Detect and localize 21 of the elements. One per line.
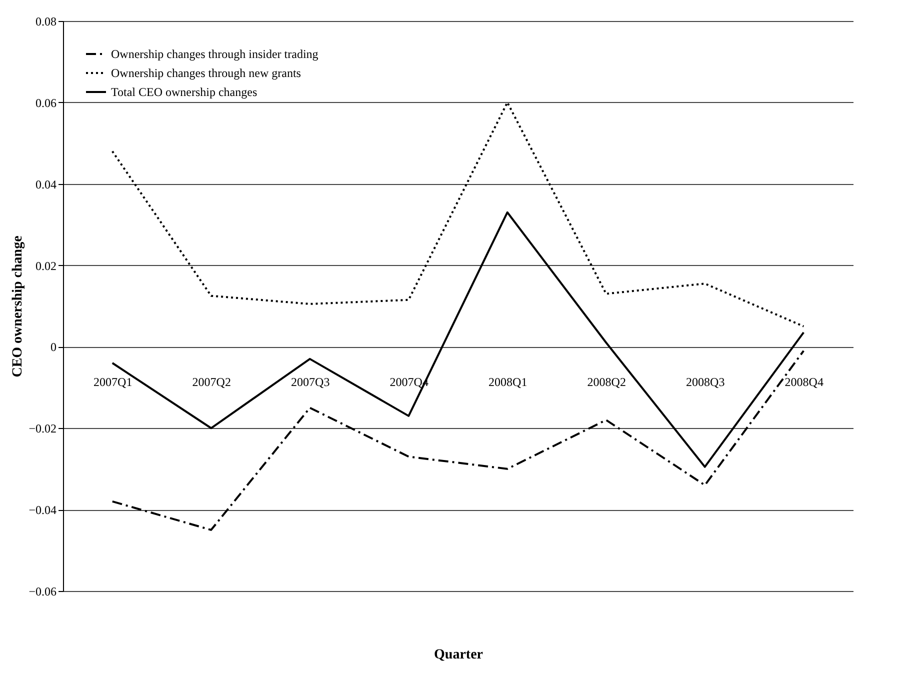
x-tick-label: 2008Q2 xyxy=(587,375,626,390)
x-axis-title: Quarter xyxy=(434,648,483,662)
y-tick-label: 0.04 xyxy=(36,177,56,192)
y-tick-label: −0.04 xyxy=(28,503,56,518)
x-tick-label: 2007Q3 xyxy=(291,375,330,390)
y-tick-label: 0 xyxy=(50,340,56,354)
legend-label: Ownership changes through insider trading xyxy=(111,47,318,61)
line-series xyxy=(111,101,805,328)
y-axis-title: CEO ownership change xyxy=(10,236,26,378)
x-tick-label: 2007Q2 xyxy=(192,375,231,390)
x-tick-label: 2008Q4 xyxy=(784,375,824,390)
y-tick-label: 0.06 xyxy=(36,96,56,110)
x-tick-label: 2008Q1 xyxy=(488,375,528,390)
y-tick-label: 0.02 xyxy=(36,258,56,273)
y-tick-label: 0.08 xyxy=(36,14,56,28)
x-tick-label: 2007Q1 xyxy=(94,375,132,390)
x-tick-label: 2008Q3 xyxy=(686,375,725,390)
legend-label: Ownership changes through new grants xyxy=(111,66,302,80)
y-tick-label: −0.02 xyxy=(28,422,56,436)
y-tick-label: −0.06 xyxy=(28,584,56,598)
legend-label: Total CEO ownership changes xyxy=(111,85,258,99)
